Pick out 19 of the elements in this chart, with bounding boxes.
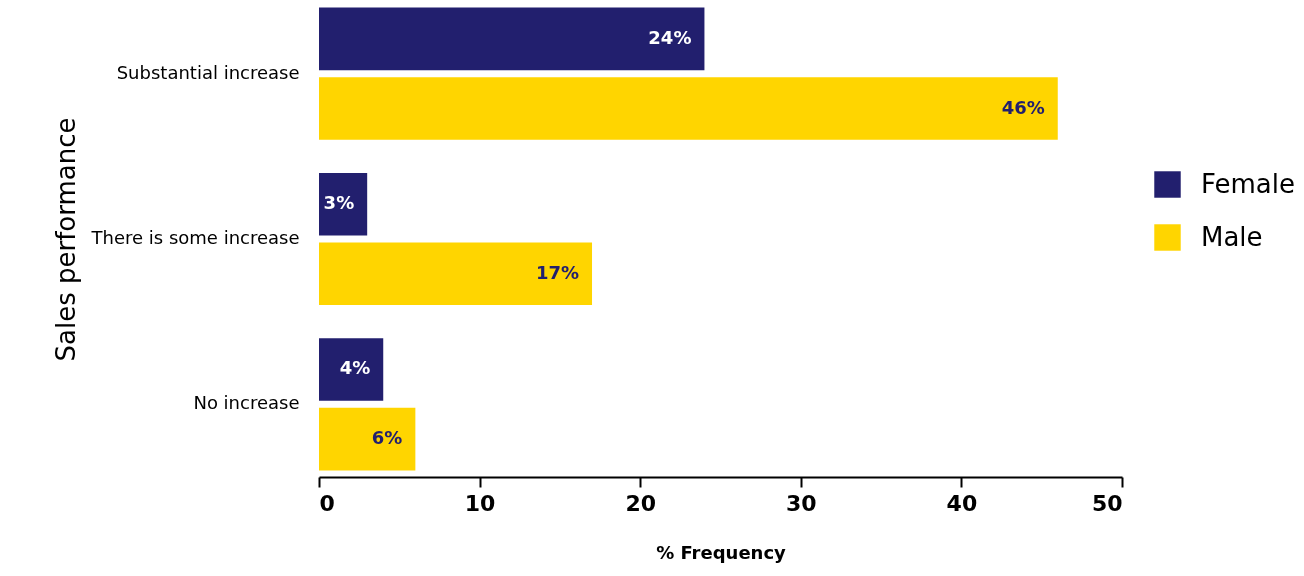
y-axis-title: Sales performance (50, 117, 81, 362)
x-tick-label: 10 (464, 490, 496, 516)
data-label: 4% (339, 357, 371, 379)
y-tick-label: Substantial increase (116, 61, 300, 83)
legend-label: Female (1201, 168, 1296, 199)
data-label: 17% (535, 261, 580, 283)
x-tick-label: 50 (1091, 490, 1123, 516)
x-tick-label: 40 (946, 490, 978, 516)
x-axis-title: % Frequency (656, 541, 787, 563)
data-label: 6% (371, 427, 403, 449)
x-tick-label: 0 (319, 490, 335, 516)
data-label: 46% (1001, 96, 1045, 118)
x-tick-label: 20 (625, 490, 657, 516)
x-tick-label: 30 (785, 490, 817, 516)
y-tick-label: No increase (193, 392, 300, 414)
y-tick-label: There is some increase (90, 227, 300, 248)
data-label: 24% (648, 26, 692, 48)
data-label: 3% (323, 192, 355, 214)
legend-label: Male (1201, 221, 1263, 252)
